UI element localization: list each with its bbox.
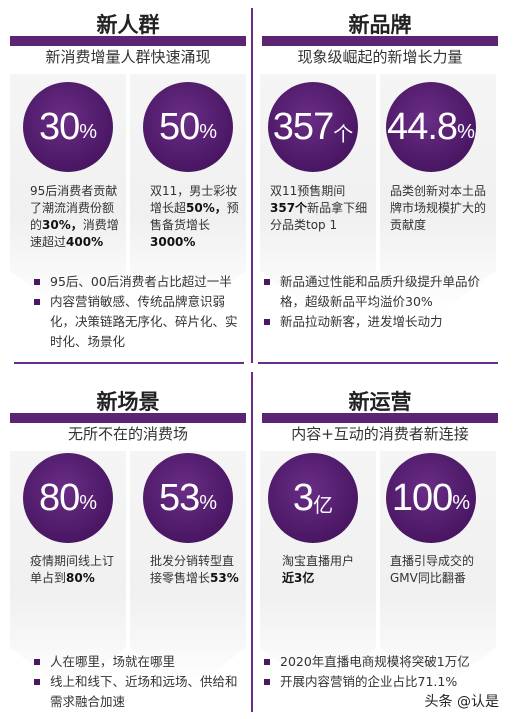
quadrant-title: 新场景 — [96, 390, 160, 414]
bullet-list: 95后、00后消费者占比超过一半 内容营销敏感、传统品牌意识弱化，决策链路无序化… — [30, 272, 245, 352]
bullet-item: 新品拉动新客，进发增长动力 — [260, 312, 495, 332]
quadrant-new-scenes: 新场景 无所不在的消费场 80% 疫情期间线上订单占到80% 53% 批发分销转… — [8, 375, 248, 715]
quadrant-title: 新品牌 — [348, 13, 412, 37]
quadrant-subtitle: 现象级崛起的新增长力量 — [297, 48, 463, 66]
stat-circle: 30% — [23, 82, 113, 172]
horizontal-divider-right — [258, 362, 498, 364]
title-bar — [10, 36, 246, 46]
quadrant-new-brands: 新品牌 现象级崛起的新增长力量 357 个 双11预售期间357个新品拿下细分品类… — [260, 0, 500, 360]
stat-circle: 44.8% — [386, 82, 476, 172]
stat-circle: 50% — [143, 82, 233, 172]
stat-circle: 357 个 — [268, 82, 358, 172]
bullet-item: 95后、00后消费者占比超过一半 — [30, 272, 245, 292]
vertical-divider-top — [251, 8, 253, 363]
bullet-item: 新品通过性能和品质升级提升单品价格，超级新品平均溢价30% — [260, 272, 495, 312]
bullet-list: 2020年直播电商规模将突破1万亿 开展内容营销的企业占比71.1% — [260, 652, 495, 692]
stat-description: 淘宝直播用户近3亿 — [282, 554, 355, 585]
stat-description: 双11，男士彩妆增长超50%，预售备货增长3000% — [150, 184, 239, 249]
title-bar — [262, 36, 498, 46]
vertical-divider-bottom — [251, 372, 253, 712]
bullet-item: 开展内容营销的企业占比71.1% — [260, 672, 495, 692]
bullet-list: 人在哪里，场就在哪里 线上和线下、近场和远场、供给和需求融合加速 — [30, 652, 245, 712]
stat-circle: 80% — [23, 453, 113, 543]
bullet-list: 新品通过性能和品质升级提升单品价格，超级新品平均溢价30% 新品拉动新客，进发增… — [260, 272, 495, 332]
stat-description: 品类创新对本土品牌市场规模扩大的贡献度 — [390, 184, 487, 232]
quadrant-subtitle: 内容+互动的消费者新连接 — [291, 425, 469, 443]
source-watermark: 头条 @认是 — [418, 689, 505, 713]
quadrant-title: 新运营 — [348, 390, 412, 414]
title-bar — [10, 413, 246, 423]
quadrant-subtitle: 无所不在的消费场 — [67, 425, 188, 443]
quadrant-title: 新人群 — [96, 13, 160, 37]
stat-circle: 53% — [143, 453, 233, 543]
bullet-item: 线上和线下、近场和远场、供给和需求融合加速 — [30, 672, 245, 712]
stat-description: 直播引导成交的GMV同比翻番 — [390, 554, 475, 585]
title-bar — [262, 413, 498, 423]
horizontal-divider-left — [14, 362, 244, 364]
bullet-item: 人在哪里，场就在哪里 — [30, 652, 245, 672]
bullet-item: 2020年直播电商规模将突破1万亿 — [260, 652, 495, 672]
stat-description: 疫情期间线上订单占到80% — [30, 554, 115, 585]
quadrant-subtitle: 新消费增量人群快速涌现 — [45, 48, 211, 66]
stat-description: 双11预售期间357个新品拿下细分品类top 1 — [270, 184, 368, 232]
stat-circle: 100% — [386, 453, 476, 543]
bullet-item: 内容营销敏感、传统品牌意识弱化，决策链路无序化、碎片化、实时化、场景化 — [30, 292, 245, 352]
stat-description: 95后消费者贡献了潮流消费份额的30%，消费增速超过400% — [30, 184, 119, 249]
quadrant-new-consumers: 新人群 新消费增量人群快速涌现 30% 95后消费者贡献了潮流消费份额的30%，… — [8, 0, 248, 360]
stat-description: 批发分销转型直接零售增长53% — [150, 554, 239, 585]
